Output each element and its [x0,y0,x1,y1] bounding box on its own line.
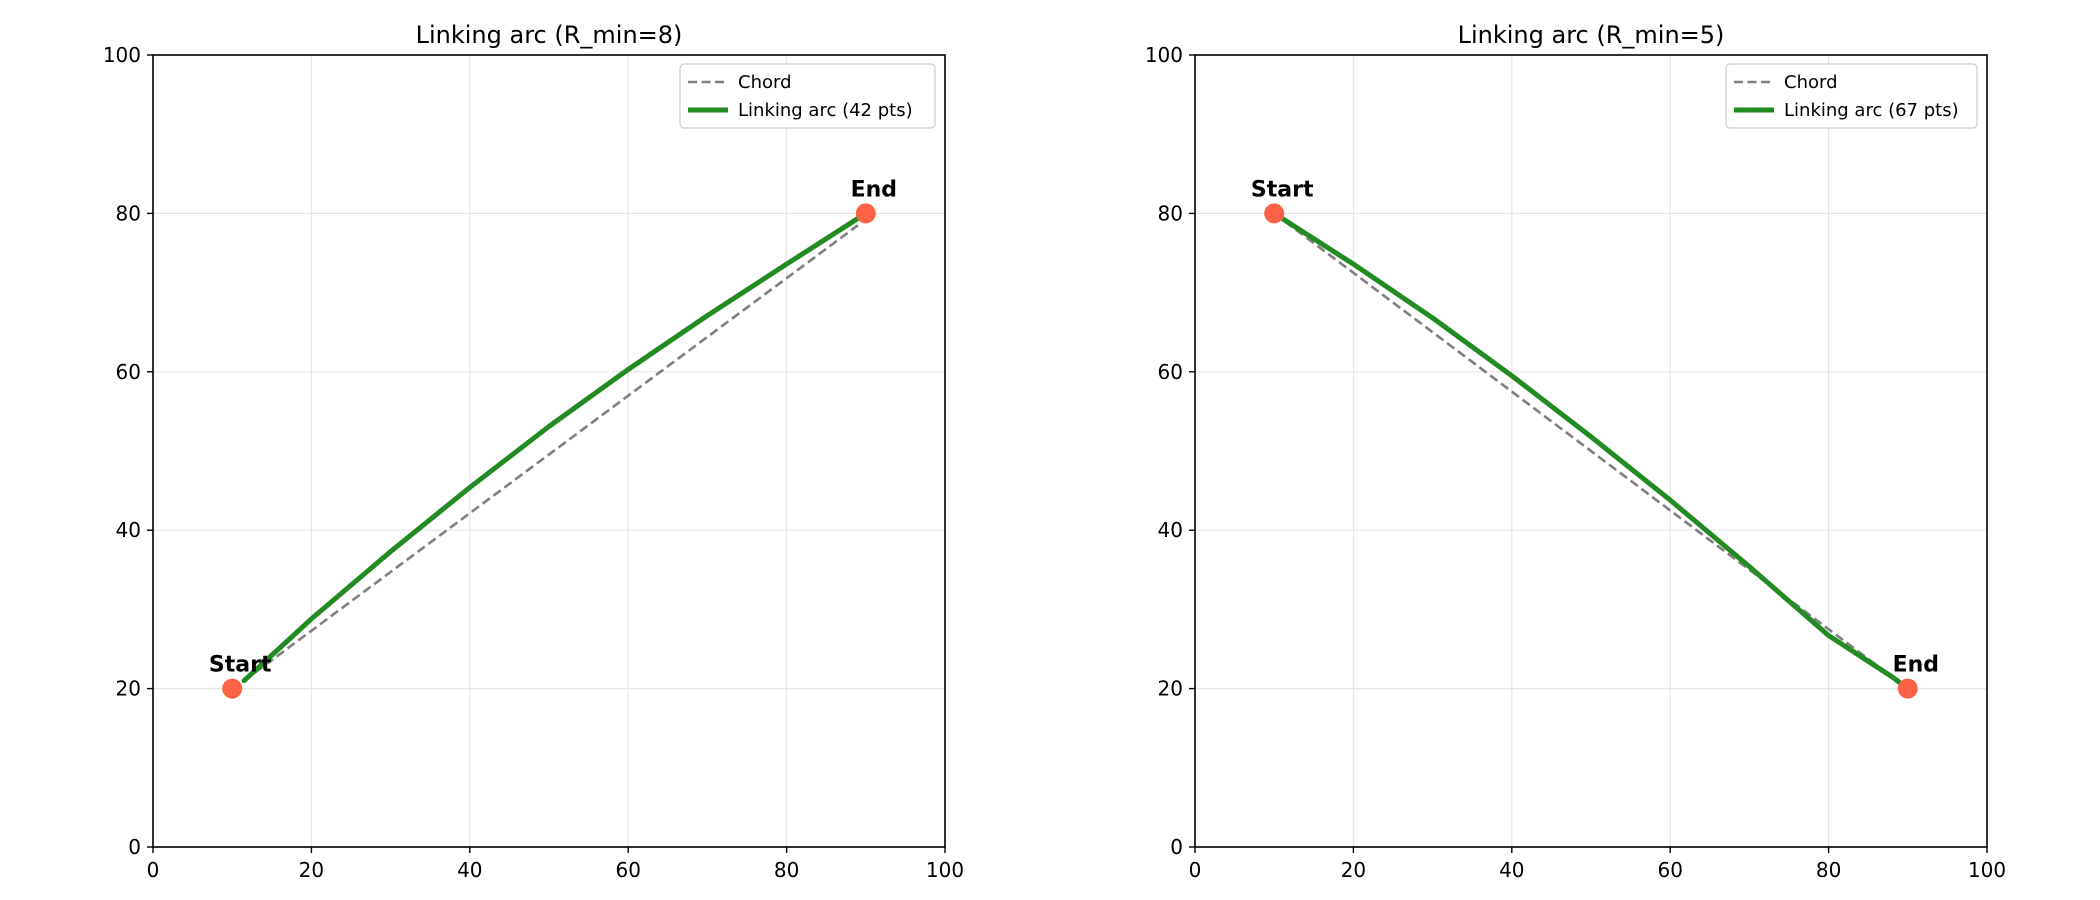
x-tick-label: 0 [1189,858,1202,882]
start-point-label: Start [1251,177,1314,202]
legend-label: Chord [1784,72,1838,93]
x-tick-label: 100 [926,858,964,882]
chart-title: Linking arc (R_min=8) [416,21,683,49]
legend-label: Chord [738,72,792,93]
x-tick-label: 60 [1657,858,1682,882]
end-point-marker [855,203,876,224]
linking-arc-line [1271,210,1911,692]
chord-line [243,224,859,682]
x-tick-label: 60 [615,858,640,882]
chart-panel-left: Start End 0 20 40 60 80 100 0 20 40 60 80 100 Linking … [103,21,964,882]
y-tick-label: 40 [116,518,141,542]
y-tick-label: 0 [1170,835,1183,859]
chart-panel-right: Start End 0 20 40 60 80 100 0 20 40 60 80 100 Linking … [1145,21,2006,882]
x-tick-label: 40 [1499,858,1524,882]
linking-arc-line [241,210,869,684]
legend-label: Linking arc (67 pts) [1784,100,1959,121]
legend-box [679,63,936,129]
axes-frame [1194,54,1988,848]
x-tick-label: 20 [299,858,324,882]
y-tick-label: 20 [116,677,141,701]
y-tick-label: 60 [116,360,141,384]
legend-box [1725,63,1978,129]
start-point-label: Start [209,653,272,678]
axes-frame [152,54,946,848]
end-point-label: End [1893,653,1939,678]
x-tick-label: 100 [1968,858,2006,882]
y-tick-label: 80 [116,201,141,225]
x-tick-label: 20 [1341,858,1366,882]
x-tick-label: 40 [457,858,482,882]
y-tick-label: 20 [1158,677,1183,701]
legend-label: Linking arc (42 pts) [738,100,913,121]
end-point-label: End [851,177,897,202]
x-tick-label: 0 [147,858,160,882]
x-tick-label: 80 [1816,858,1841,882]
y-tick-label: 80 [1158,201,1183,225]
y-tick-label: 100 [1145,43,1183,67]
start-point-marker [1264,203,1285,224]
chart-title: Linking arc (R_min=5) [1458,21,1725,49]
start-point-marker [222,678,243,699]
y-tick-label: 100 [103,43,141,67]
y-tick-label: 0 [128,835,141,859]
y-tick-label: 40 [1158,518,1183,542]
end-point-marker [1897,678,1918,699]
chord-line [1273,212,1909,690]
y-tick-label: 60 [1158,360,1183,384]
x-tick-label: 80 [774,858,799,882]
